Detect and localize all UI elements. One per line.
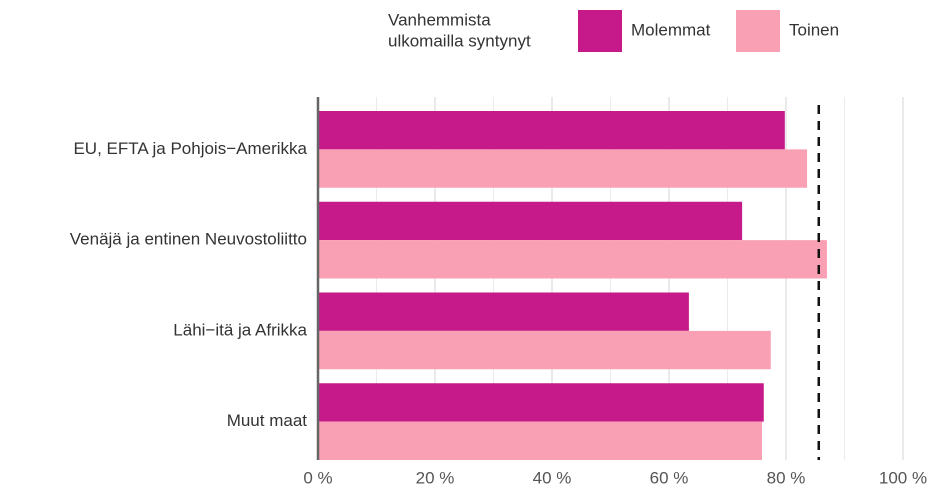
bar <box>318 240 827 279</box>
legend-swatch <box>736 10 780 52</box>
bar <box>318 421 763 460</box>
category-label: Lähi−itä ja Afrikka <box>173 320 307 339</box>
bar <box>318 330 771 370</box>
x-tick-label: 100 % <box>879 468 927 487</box>
x-tick-label: 80 % <box>767 468 806 487</box>
x-tick-label: 0 % <box>303 468 332 487</box>
x-tick-label: 40 % <box>533 468 572 487</box>
bar <box>318 111 785 150</box>
category-label: Venäjä ja entinen Neuvostoliitto <box>70 230 307 249</box>
legend-label: Molemmat <box>631 20 711 39</box>
category-label: EU, EFTA ja Pohjois−Amerikka <box>73 139 307 158</box>
legend-swatch <box>578 10 622 52</box>
bar <box>318 383 764 422</box>
x-tick-label: 60 % <box>650 468 689 487</box>
x-tick-label: 20 % <box>416 468 455 487</box>
legend-title: Vanhemmista <box>388 10 491 29</box>
bar <box>318 292 689 331</box>
bar <box>318 149 808 188</box>
bar <box>318 201 743 241</box>
legend-title: ulkomailla syntynyt <box>388 31 531 50</box>
legend-label: Toinen <box>789 20 839 39</box>
category-label: Muut maat <box>227 411 308 430</box>
